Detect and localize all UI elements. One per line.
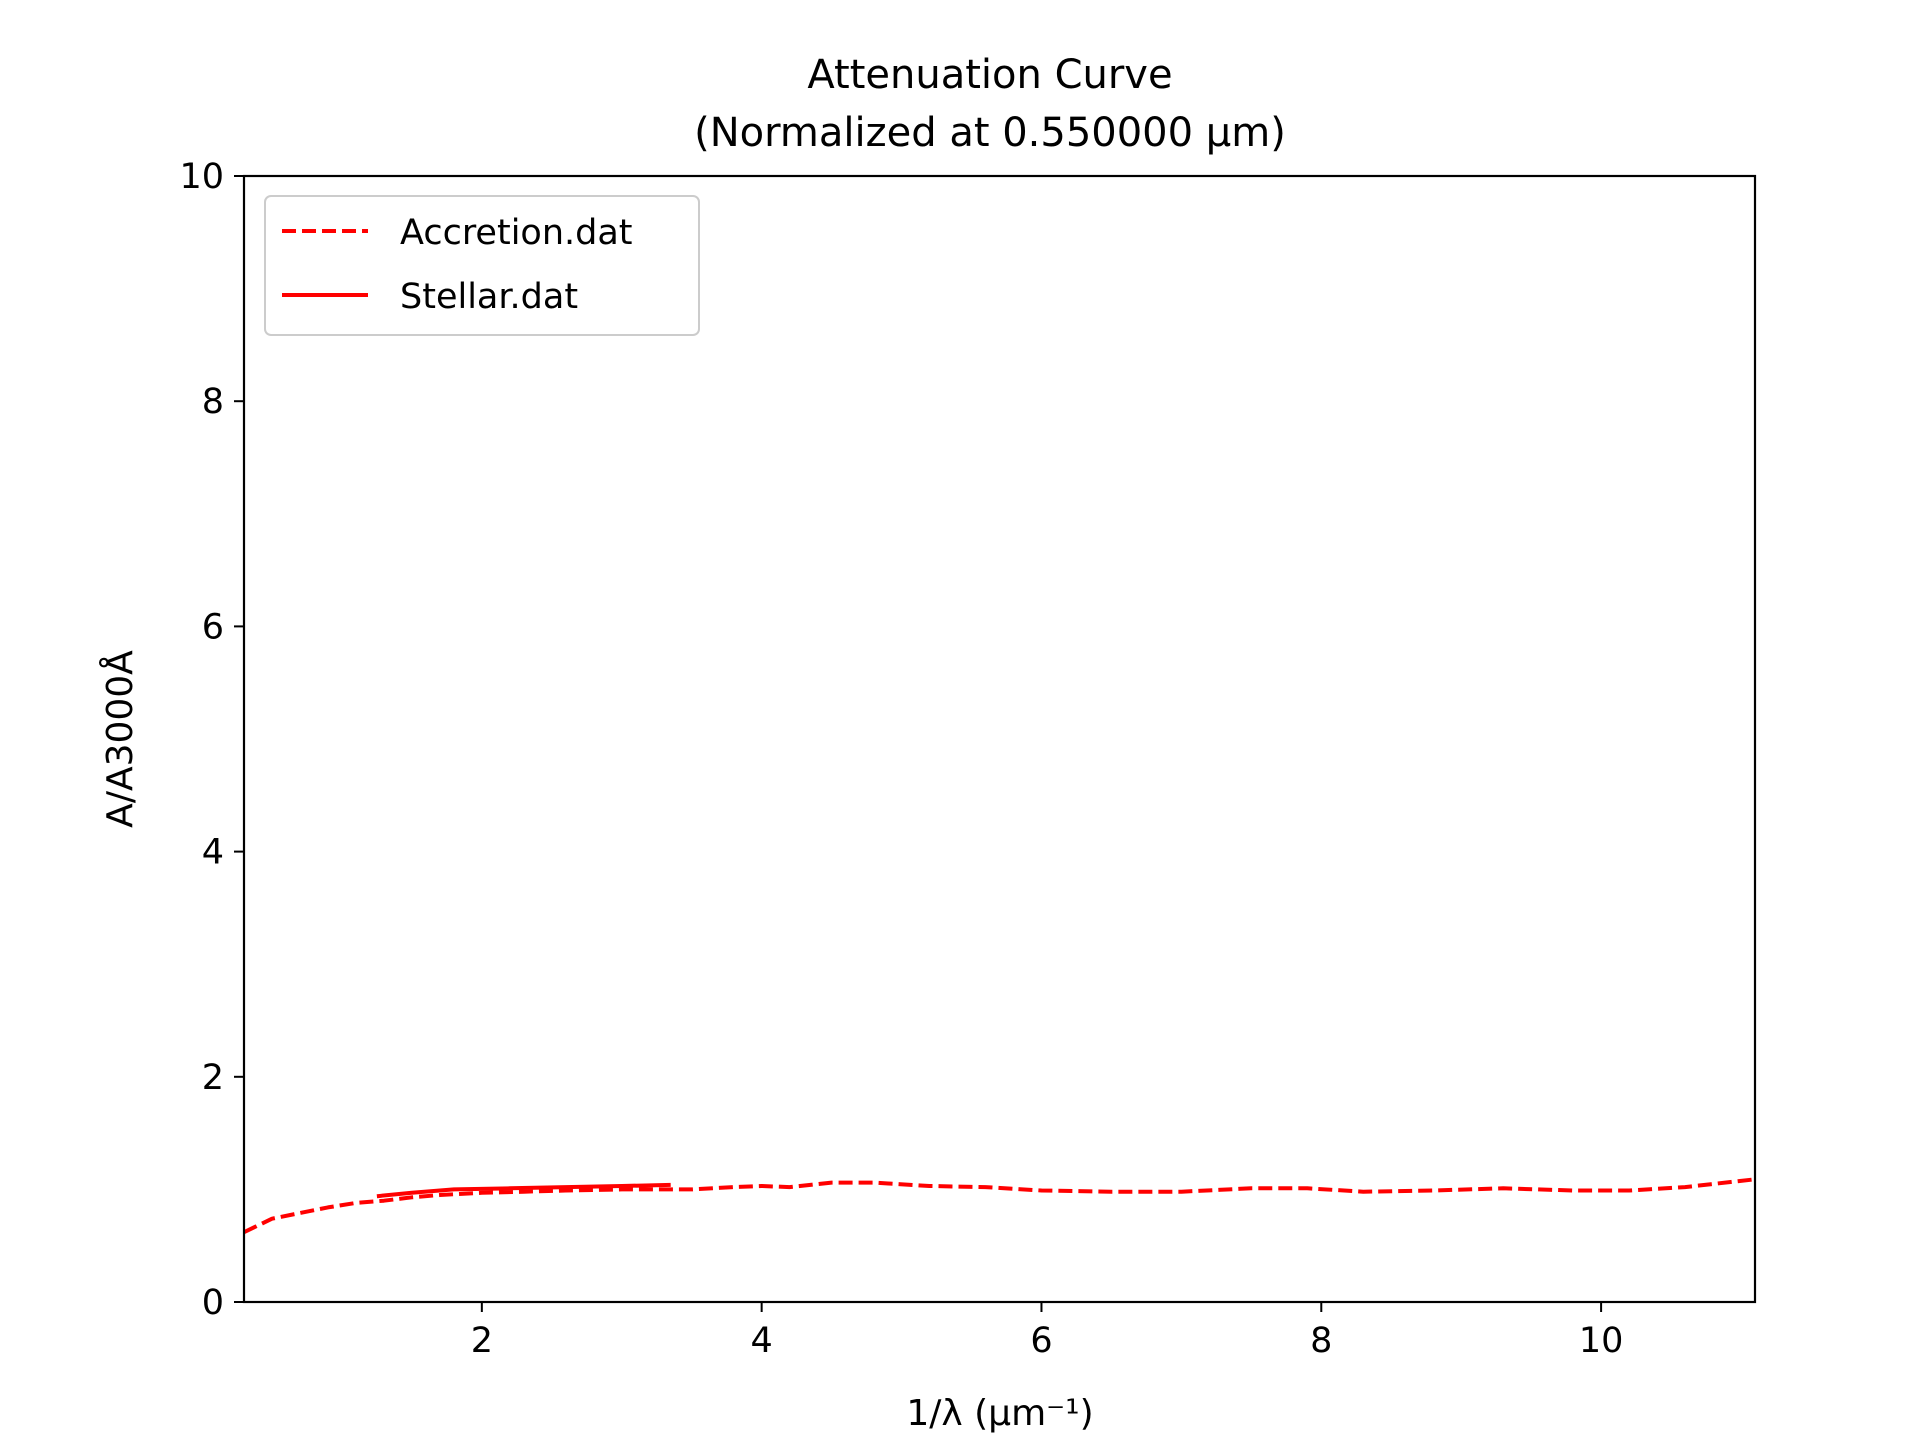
series-layer bbox=[244, 1177, 1755, 1235]
legend-box bbox=[264, 195, 700, 336]
legend-label-accretion: Accretion.dat bbox=[400, 213, 633, 253]
y-axis-label: A/A3000Å bbox=[98, 650, 141, 828]
chart-title: Attenuation Curve bbox=[807, 52, 1172, 98]
y-tick-label: 10 bbox=[179, 157, 224, 197]
series-line-stellar-dat bbox=[376, 1182, 671, 1199]
plot-frame bbox=[242, 174, 1757, 1304]
y-tick-label: 2 bbox=[202, 1058, 224, 1098]
x-tick-label: 2 bbox=[471, 1321, 493, 1361]
x-tick-label: 8 bbox=[1310, 1321, 1332, 1361]
plot-area bbox=[242, 174, 1757, 1304]
x-tick-label: 10 bbox=[1579, 1321, 1624, 1361]
y-tick-label: 0 bbox=[202, 1283, 224, 1323]
legend: Accretion.dat Stellar.dat bbox=[264, 195, 700, 336]
series-line-accretion-dat bbox=[244, 1177, 1755, 1235]
x-tick-label: 4 bbox=[751, 1321, 773, 1361]
x-tick-label: 6 bbox=[1030, 1321, 1052, 1361]
y-axis: 0 2 4 6 8 10 bbox=[179, 157, 244, 1323]
y-tick-label: 8 bbox=[202, 382, 224, 422]
legend-label-stellar: Stellar.dat bbox=[400, 277, 578, 317]
x-axis: 2 4 6 8 10 bbox=[471, 1302, 1624, 1361]
x-axis-label: 1/λ (μm⁻¹) bbox=[906, 1393, 1093, 1434]
chart-subtitle: (Normalized at 0.550000 μm) bbox=[694, 110, 1286, 156]
y-tick-label: 6 bbox=[202, 607, 224, 647]
y-tick-label: 4 bbox=[202, 833, 224, 873]
